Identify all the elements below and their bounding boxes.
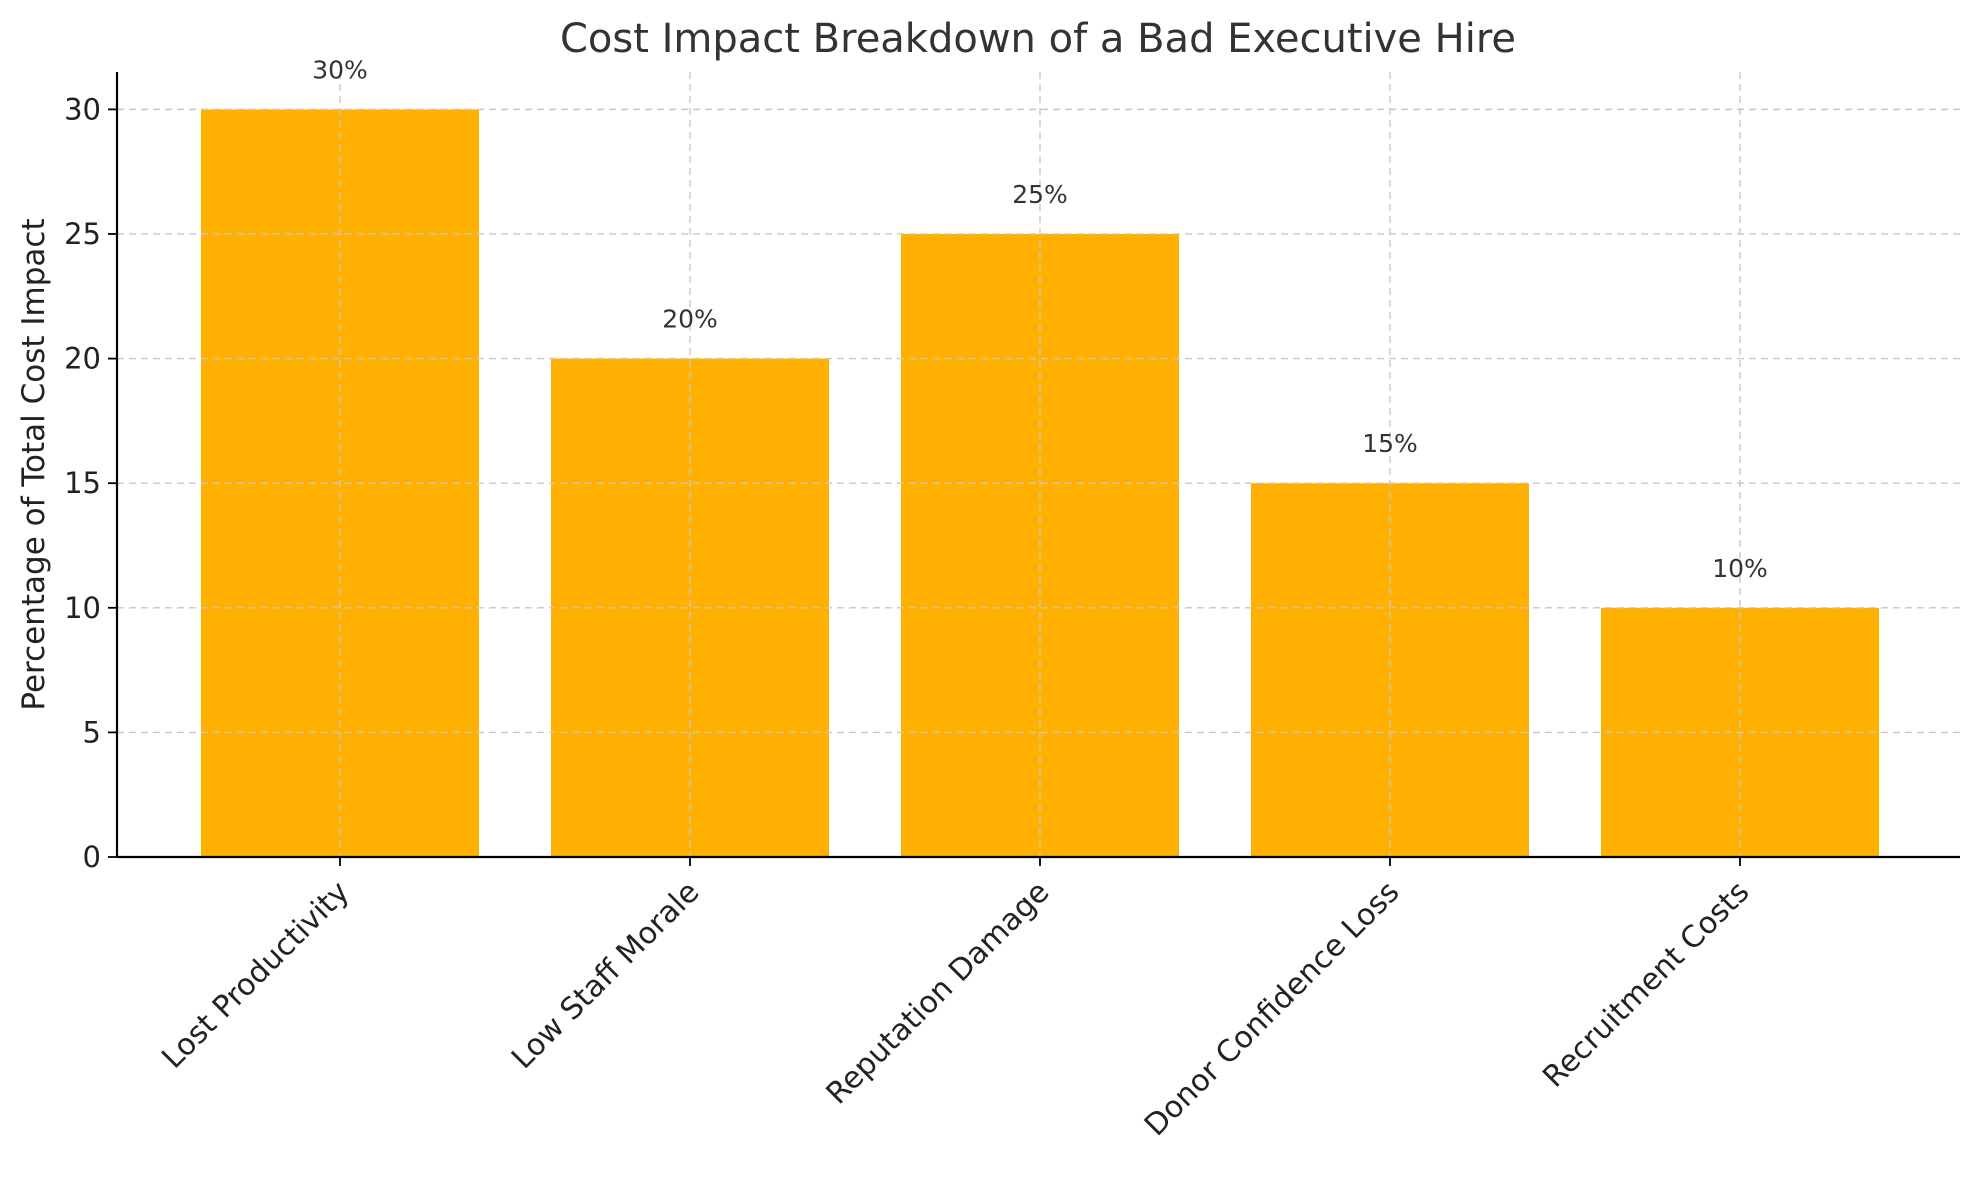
y-tick-label: 0 bbox=[83, 840, 101, 874]
data-label: 25% bbox=[1012, 180, 1068, 209]
data-label: 30% bbox=[312, 55, 368, 84]
data-label: 20% bbox=[662, 305, 718, 334]
y-tick-label: 10 bbox=[64, 591, 101, 625]
data-label: 10% bbox=[1712, 554, 1768, 583]
chart-title: Cost Impact Breakdown of a Bad Executive… bbox=[560, 16, 1516, 62]
bar bbox=[1251, 483, 1529, 857]
y-tick-label: 30 bbox=[64, 92, 101, 126]
y-tick-label: 20 bbox=[64, 342, 101, 376]
y-tick-label: 25 bbox=[64, 217, 101, 251]
y-tick-label: 5 bbox=[83, 715, 101, 749]
data-label: 15% bbox=[1362, 429, 1418, 458]
axes-layer bbox=[108, 72, 1960, 866]
y-tick-label: 15 bbox=[64, 466, 101, 500]
y-axis-label: Percentage of Total Cost Impact bbox=[16, 218, 52, 710]
grid-layer bbox=[117, 72, 1960, 858]
